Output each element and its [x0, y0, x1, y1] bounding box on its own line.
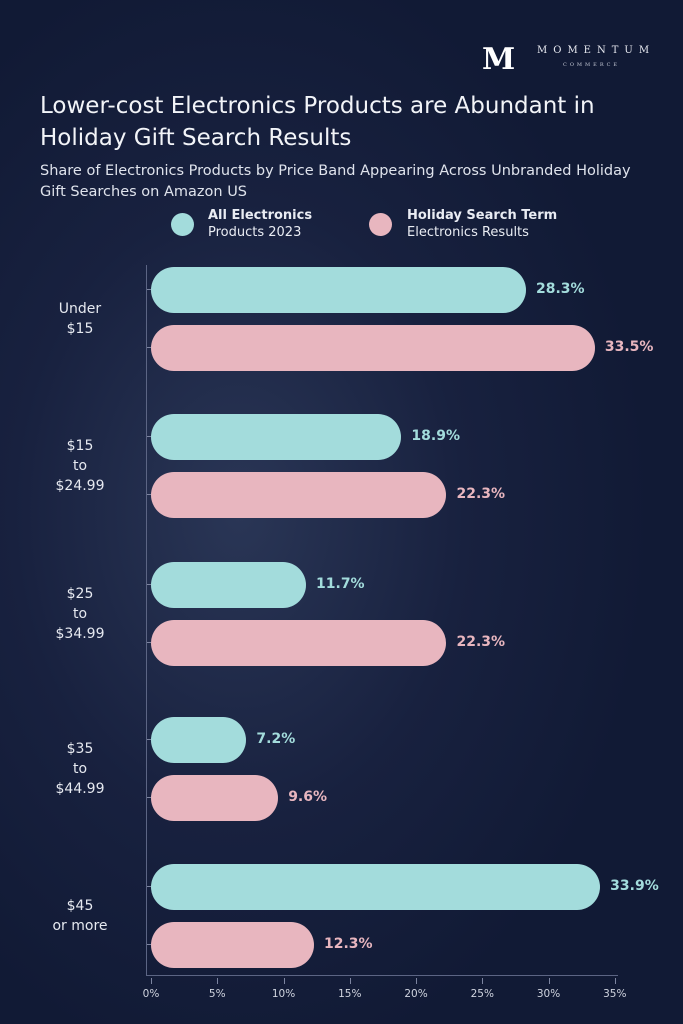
category-label: $45 or more	[25, 896, 135, 936]
bar-all	[151, 864, 601, 910]
legend-label-all: All Electronics Products 2023	[208, 207, 312, 241]
category-label-line: $45	[66, 898, 94, 914]
data-label: 28.3%	[535, 281, 585, 297]
x-tick-label: 30%	[536, 988, 561, 1000]
data-label: 22.3%	[456, 634, 506, 650]
data-label: 22.3%	[456, 486, 506, 502]
data-label: 12.3%	[323, 936, 373, 952]
category-label-line: Under	[58, 301, 102, 317]
logo-subtitle: COMMERCE	[563, 62, 621, 68]
legend-label-rest: Products 2023	[208, 225, 302, 240]
logo-mark: M	[482, 42, 516, 77]
y-tick-mark	[147, 642, 151, 643]
category-label: $25 to $34.99	[25, 584, 135, 644]
category-label: Under $15	[25, 299, 135, 339]
bar-holiday	[151, 775, 279, 821]
bar-holiday	[151, 472, 447, 518]
data-label: 11.7%	[316, 576, 365, 592]
legend-label-bold: All Electronics	[208, 208, 313, 223]
chart-subtitle: Share of Electronics Products by Price B…	[40, 163, 631, 200]
category-label: $15 to $24.99	[25, 436, 135, 496]
chart-title: Lower-cost Electronics Products are Abun…	[40, 93, 595, 151]
x-tick-label: 35%	[603, 988, 627, 1000]
x-tick-mark	[548, 978, 550, 984]
logo-name: MOMENTUM	[537, 45, 656, 56]
data-label: 33.9%	[610, 878, 659, 894]
data-label: 7.2%	[256, 731, 296, 747]
category-label-line: $24.99	[55, 478, 105, 494]
x-axis-line	[146, 975, 618, 976]
bar-all	[151, 562, 307, 608]
x-tick-mark	[151, 978, 152, 984]
x-tick-mark	[482, 978, 484, 984]
legend-label-bold: Holiday Search Term	[407, 208, 558, 223]
x-tick-label: 20%	[404, 988, 428, 1000]
legend-swatch-holiday	[369, 213, 392, 236]
x-tick-mark	[349, 978, 351, 984]
category-label: $35 to $44.99	[25, 739, 135, 799]
category-label-line: $34.99	[55, 626, 105, 642]
x-tick-mark	[614, 978, 616, 984]
data-label: 33.5%	[604, 339, 654, 355]
bar-holiday	[151, 922, 314, 968]
x-tick-label: 0%	[142, 988, 160, 1000]
category-label-line: $25	[66, 586, 94, 602]
y-tick-mark	[147, 436, 151, 437]
y-axis-line	[146, 265, 147, 975]
x-tick-mark	[217, 978, 219, 984]
legend-label-holiday: Holiday Search Term Electronics Results	[407, 207, 557, 241]
bar-all	[151, 267, 526, 313]
category-label-line: to	[72, 606, 88, 622]
data-label: 18.9%	[411, 428, 460, 444]
category-label-line: $15	[66, 438, 94, 454]
x-tick-label: 25%	[470, 988, 494, 1000]
category-label-line: $35	[66, 741, 94, 757]
bar-holiday	[151, 620, 447, 666]
data-label: 9.6%	[288, 789, 328, 805]
y-tick-mark	[147, 739, 151, 740]
y-tick-mark	[147, 584, 151, 585]
category-label-line: $15	[66, 321, 94, 337]
y-tick-mark	[147, 797, 151, 798]
y-tick-mark	[147, 886, 151, 887]
y-tick-mark	[147, 944, 151, 945]
y-tick-mark	[147, 347, 151, 348]
x-tick-mark	[283, 978, 285, 984]
category-label-line: to	[72, 458, 88, 474]
category-label-line: $44.99	[55, 781, 105, 797]
bar-all	[151, 717, 247, 763]
legend-swatch-all	[171, 213, 194, 236]
x-tick-mark	[416, 978, 417, 984]
x-tick-label: 5%	[208, 988, 226, 1000]
category-label-line: or more	[52, 918, 108, 934]
legend-label-rest: Electronics Results	[407, 225, 529, 240]
y-tick-mark	[147, 494, 151, 495]
bar-holiday	[151, 325, 595, 371]
x-tick-label: 15%	[338, 988, 362, 1000]
x-tick-label: 10%	[271, 988, 296, 1000]
y-tick-mark	[147, 289, 151, 290]
bar-all	[151, 414, 402, 460]
category-label-line: to	[72, 761, 88, 777]
